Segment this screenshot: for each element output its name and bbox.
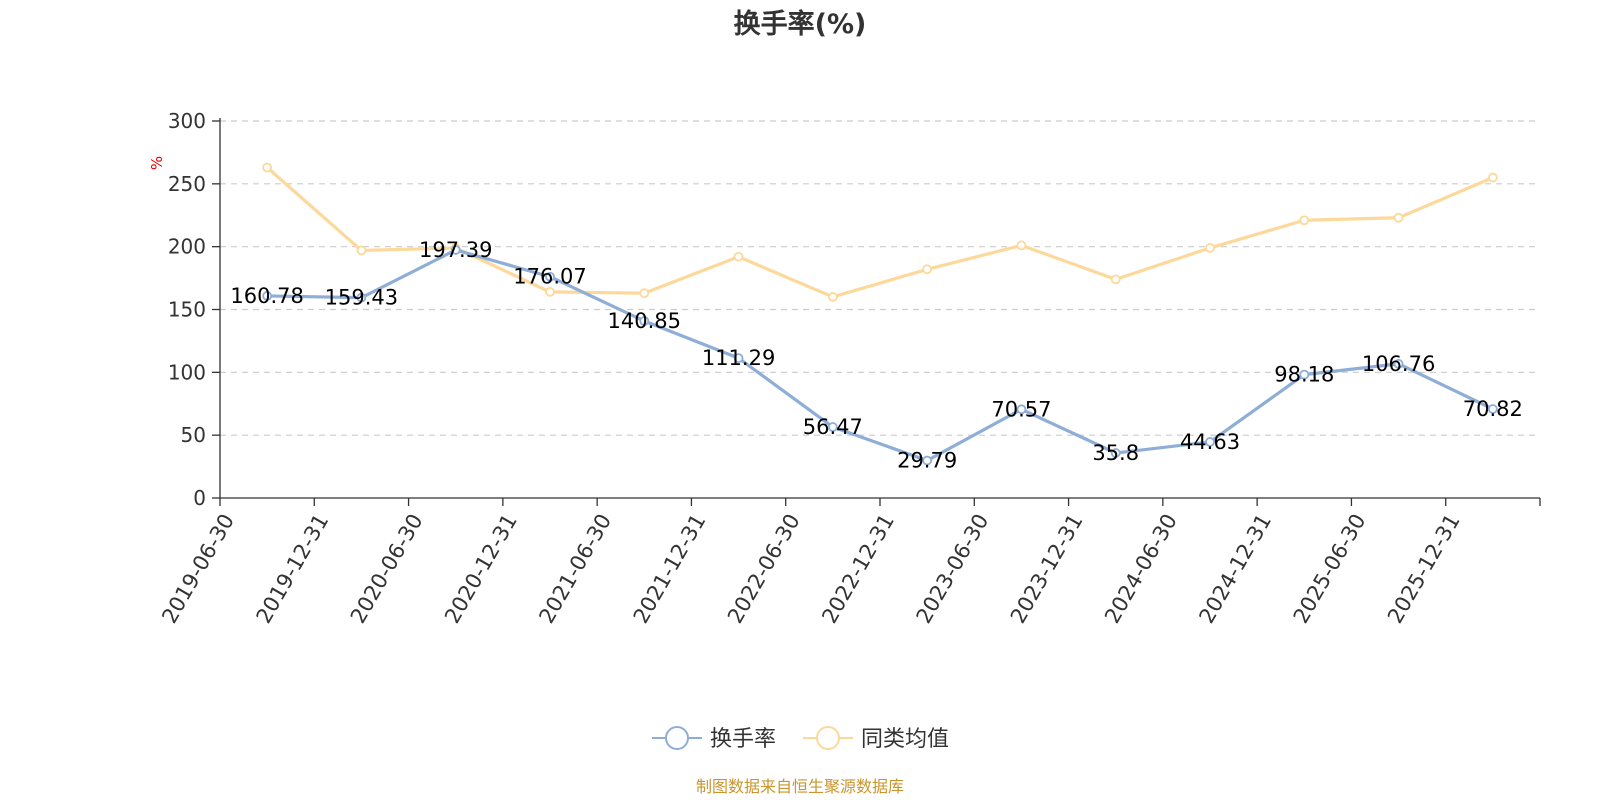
y-tick-label: 100: [168, 360, 206, 384]
turnover-point: [262, 291, 273, 301]
y-axis-unit-label: %: [148, 156, 166, 170]
turnover-data-label: 98.18: [1274, 363, 1334, 387]
legend-marker-turnover: [665, 726, 689, 750]
y-tick-label: 0: [193, 486, 206, 510]
peer-average-point: [1205, 243, 1215, 253]
peer-average-point: [1299, 215, 1310, 226]
turnover-point: [1393, 358, 1404, 369]
data-source-note: 制图数据来自恒生聚源数据库: [696, 777, 904, 796]
turnover-data-label: 29.79: [897, 449, 957, 473]
turnover-point: [1110, 448, 1121, 458]
chart-title: 换手率(%): [734, 8, 867, 40]
y-tick-label: 250: [168, 172, 206, 196]
data-labels: 160.78 159.43 197.39 176.07 140.85 111.29 56.4…: [230, 238, 1523, 473]
y-tick-label: 150: [168, 298, 206, 322]
peer-average-point: [827, 292, 838, 302]
series-line-peer-average: [266, 166, 1494, 299]
peer-average-point: [733, 251, 744, 262]
x-tick-label: 2021-06-30: [534, 510, 616, 628]
x-tick-label: 2020-12-31: [440, 510, 522, 628]
series-line-turnover: [267, 248, 1494, 463]
x-tick-label: 2019-06-30: [157, 510, 239, 628]
turnover-data-label: 70.57: [991, 397, 1051, 421]
x-tick-label: 2023-06-30: [912, 510, 994, 628]
turnover-point: [545, 271, 555, 282]
turnover-point: [733, 353, 744, 364]
turnover-point: [639, 316, 650, 326]
peer-average-point: [356, 245, 367, 256]
x-tick-label: 2023-12-31: [1006, 510, 1088, 628]
legend-label-peer-average: 同类均值: [861, 727, 949, 752]
turnover-data-label: 160.78: [230, 284, 303, 308]
x-tick-label: 2019-12-31: [252, 510, 334, 628]
peer-average-point: [545, 287, 555, 297]
turnover-data-label: 35.8: [1092, 441, 1139, 465]
peer-average-point: [639, 288, 650, 299]
x-tick-label: 2025-12-31: [1383, 510, 1465, 628]
legend-label-turnover: 换手率: [710, 727, 776, 752]
turnover-point: [827, 422, 838, 432]
turnover-data-label: 176.07: [513, 265, 586, 289]
turnover-point: [1487, 404, 1498, 414]
turnover-data-label: 44.63: [1180, 430, 1240, 454]
turnover-point: [1205, 437, 1215, 447]
turnover-point: [356, 292, 367, 303]
peer-average-point: [1110, 274, 1121, 285]
turnover-data-label: 197.39: [419, 238, 492, 262]
peer-average-point: [1016, 240, 1027, 251]
x-tick-label: 2022-06-30: [723, 510, 805, 628]
x-tick-label: 2024-06-30: [1100, 510, 1182, 628]
turnover-data-label: 111.29: [702, 346, 775, 370]
turnover-point: [450, 245, 461, 255]
turnover-data-label: 56.47: [803, 415, 863, 439]
turnover-data-label: 159.43: [325, 286, 398, 310]
turnover-point: [1299, 369, 1310, 380]
turnover-data-label: 70.82: [1463, 397, 1523, 421]
turnover-data-label: 106.76: [1362, 352, 1435, 376]
turnover-point: [1016, 404, 1027, 415]
x-tick-label: 2022-12-31: [817, 510, 899, 628]
peer-average-point: [922, 264, 933, 275]
grid-lines: [220, 120, 1540, 436]
legend-marker-peer-average: [816, 726, 840, 750]
turnover-data-label: 140.85: [608, 309, 681, 333]
x-tick-label: 2021-12-31: [629, 510, 711, 628]
series-layer: [262, 162, 1498, 466]
y-tick-label: 300: [168, 109, 206, 133]
peer-average-point: [1393, 212, 1404, 223]
legend: 换手率 同类均值: [652, 726, 949, 752]
turnover-point: [922, 455, 933, 466]
x-tick-label: 2025-06-30: [1289, 510, 1371, 628]
y-tick-label: 50: [181, 423, 206, 447]
peer-average-point: [262, 162, 273, 173]
x-tick-label: 2020-06-30: [346, 510, 428, 628]
y-tick-label: 200: [168, 235, 206, 259]
peer-average-point: [1487, 172, 1498, 183]
x-tick-label: 2024-12-31: [1194, 510, 1276, 628]
